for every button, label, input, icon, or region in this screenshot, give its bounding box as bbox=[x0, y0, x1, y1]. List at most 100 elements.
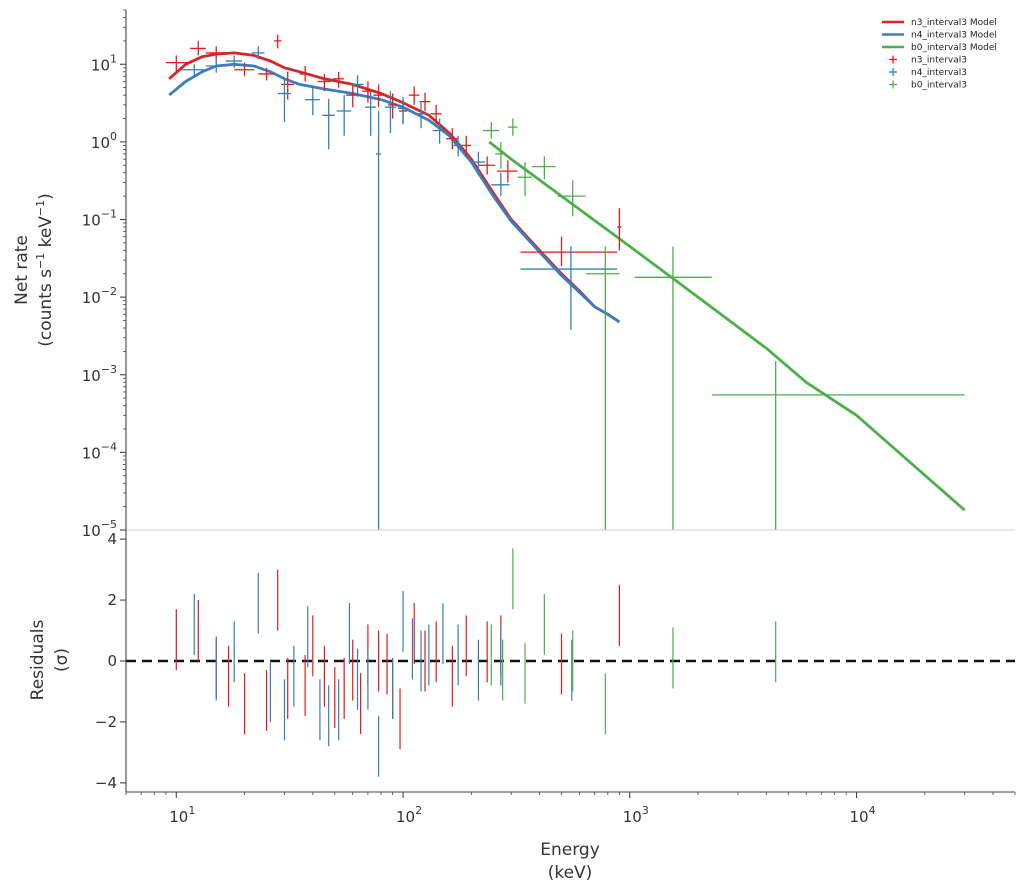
data-point-2-5 bbox=[557, 180, 586, 217]
y-tick-label-3-base: 10 bbox=[82, 289, 101, 307]
data-point-0-16 bbox=[419, 92, 431, 111]
data-point-1-18 bbox=[520, 246, 618, 330]
data-point-1-14 bbox=[432, 118, 447, 144]
data-point-0-1 bbox=[190, 40, 206, 56]
data-point-0-12 bbox=[373, 84, 384, 108]
data-point-0-3 bbox=[234, 62, 254, 77]
x-tick-label-1-base: 10 bbox=[396, 808, 415, 826]
data-point-0-9 bbox=[332, 71, 345, 88]
y-tick-label-6: 10−5 bbox=[82, 518, 117, 540]
y-tick-label-5-base: 10 bbox=[82, 444, 101, 462]
legend-entry-4: n4_interval3 bbox=[889, 68, 967, 78]
y-tick-label-0: 101 bbox=[91, 52, 117, 74]
data-point-0-0 bbox=[165, 55, 191, 72]
x-tick-label-1: 102 bbox=[396, 804, 422, 826]
legend-entry-5: b0_interval3 bbox=[889, 80, 967, 91]
residuals-y-axis-units: (σ) bbox=[52, 648, 72, 672]
data-point-2-1 bbox=[495, 141, 507, 169]
data-point-1-9 bbox=[365, 91, 377, 136]
x-tick-label-3: 104 bbox=[849, 804, 875, 826]
data-point-1-1 bbox=[205, 59, 226, 73]
y-tick-label-3-exp: −2 bbox=[101, 285, 117, 298]
y-tick-label-1: 100 bbox=[91, 130, 117, 152]
y-tick-label-3: 10−2 bbox=[82, 285, 117, 307]
legend-entry-2: b0_interval3 Model bbox=[882, 43, 997, 53]
res-y-tick-label-3: −2 bbox=[95, 713, 117, 731]
data-point-0-5 bbox=[274, 34, 282, 49]
x-axis-label: Energy bbox=[540, 840, 600, 860]
data-point-1-15 bbox=[452, 135, 464, 157]
data-point-2-6 bbox=[585, 246, 620, 530]
spectrum-model-curves bbox=[168, 51, 966, 512]
data-point-0-8 bbox=[317, 73, 331, 92]
res-y-tick-label-1: 2 bbox=[107, 591, 117, 609]
x-axis-units: (keV) bbox=[548, 863, 593, 883]
res-y-tick-label-0: 4 bbox=[107, 530, 117, 548]
data-point-0-4 bbox=[258, 67, 275, 81]
data-point-1-2 bbox=[225, 55, 243, 68]
data-point-1-6 bbox=[322, 98, 335, 150]
y-tick-label-4-exp: −3 bbox=[101, 363, 117, 376]
legend: n3_interval3 Model n4_interval3 Model b0_i… bbox=[882, 18, 997, 91]
legend-label-0: n3_interval3 Model bbox=[911, 18, 997, 28]
data-point-0-15 bbox=[408, 86, 420, 105]
y-tick-label-2-base: 10 bbox=[82, 212, 101, 230]
residuals-y-axis-label: Residuals bbox=[28, 620, 48, 701]
data-point-1-5 bbox=[305, 87, 320, 116]
x-tick-label-1-exp: 2 bbox=[415, 804, 422, 817]
y-tick-label-6-exp: −5 bbox=[101, 518, 117, 531]
legend-label-3: n3_interval3 bbox=[911, 56, 967, 66]
data-point-1-10 bbox=[376, 110, 382, 530]
data-point-1-17 bbox=[491, 172, 510, 197]
data-point-0-6 bbox=[281, 71, 294, 100]
y-tick-label-0-exp: 1 bbox=[110, 52, 117, 65]
data-point-0-13 bbox=[388, 93, 397, 119]
y-tick-label-1-base: 10 bbox=[91, 134, 110, 152]
y-units-exp1: −1 bbox=[34, 253, 47, 269]
legend-entry-0: n3_interval3 Model bbox=[882, 18, 997, 28]
y-tick-label-2: 10−1 bbox=[82, 208, 117, 230]
data-point-2-2 bbox=[507, 118, 518, 136]
y-tick-label-4: 10−3 bbox=[82, 363, 117, 385]
data-point-1-11 bbox=[384, 91, 396, 134]
model-curve-1 bbox=[168, 62, 621, 324]
y-units-part2: keV bbox=[36, 216, 56, 253]
y-tick-label-4-base: 10 bbox=[82, 367, 101, 385]
y-units-exp2: −1 bbox=[34, 200, 47, 216]
data-point-1-13 bbox=[414, 102, 428, 129]
data-point-0-11 bbox=[362, 81, 374, 103]
legend-label-1: n4_interval3 Model bbox=[911, 31, 997, 41]
spectrum-y-axis-units: (counts s−1 keV−1) bbox=[34, 193, 56, 347]
data-point-2-4 bbox=[531, 156, 556, 180]
data-point-0-2 bbox=[205, 46, 226, 62]
res-y-tick-label-2: 0 bbox=[107, 652, 117, 670]
data-point-1-16 bbox=[471, 151, 486, 173]
x-tick-label-0-base: 10 bbox=[169, 808, 188, 826]
y-units-part3: ) bbox=[36, 193, 56, 200]
data-point-1-0 bbox=[181, 64, 206, 77]
y-tick-label-6-base: 10 bbox=[82, 522, 101, 540]
data-point-2-8 bbox=[711, 361, 965, 530]
y-tick-label-5: 10−4 bbox=[82, 440, 117, 462]
data-point-0-21 bbox=[497, 160, 518, 183]
x-tick-label-2: 103 bbox=[623, 804, 649, 826]
y-tick-label-0-base: 10 bbox=[91, 56, 110, 74]
y-tick-label-5-exp: −4 bbox=[101, 440, 117, 453]
data-point-1-12 bbox=[397, 96, 408, 124]
y-tick-label-2-exp: −1 bbox=[101, 208, 117, 221]
data-point-1-8 bbox=[351, 75, 364, 97]
spectrum-y-axis-label: Net rate bbox=[12, 235, 32, 305]
data-point-0-22 bbox=[520, 236, 618, 267]
y-units-part1: (counts s bbox=[36, 269, 56, 347]
data-point-2-7 bbox=[634, 246, 712, 530]
legend-entry-3: n3_interval3 bbox=[889, 55, 967, 66]
res-y-tick-label-4: −4 bbox=[95, 774, 117, 792]
data-point-0-7 bbox=[299, 65, 311, 82]
data-point-1-4 bbox=[277, 78, 291, 123]
legend-entry-1: n4_interval3 Model bbox=[882, 31, 997, 41]
legend-label-4: n4_interval3 bbox=[911, 68, 967, 78]
legend-label-2: b0_interval3 Model bbox=[911, 43, 997, 53]
